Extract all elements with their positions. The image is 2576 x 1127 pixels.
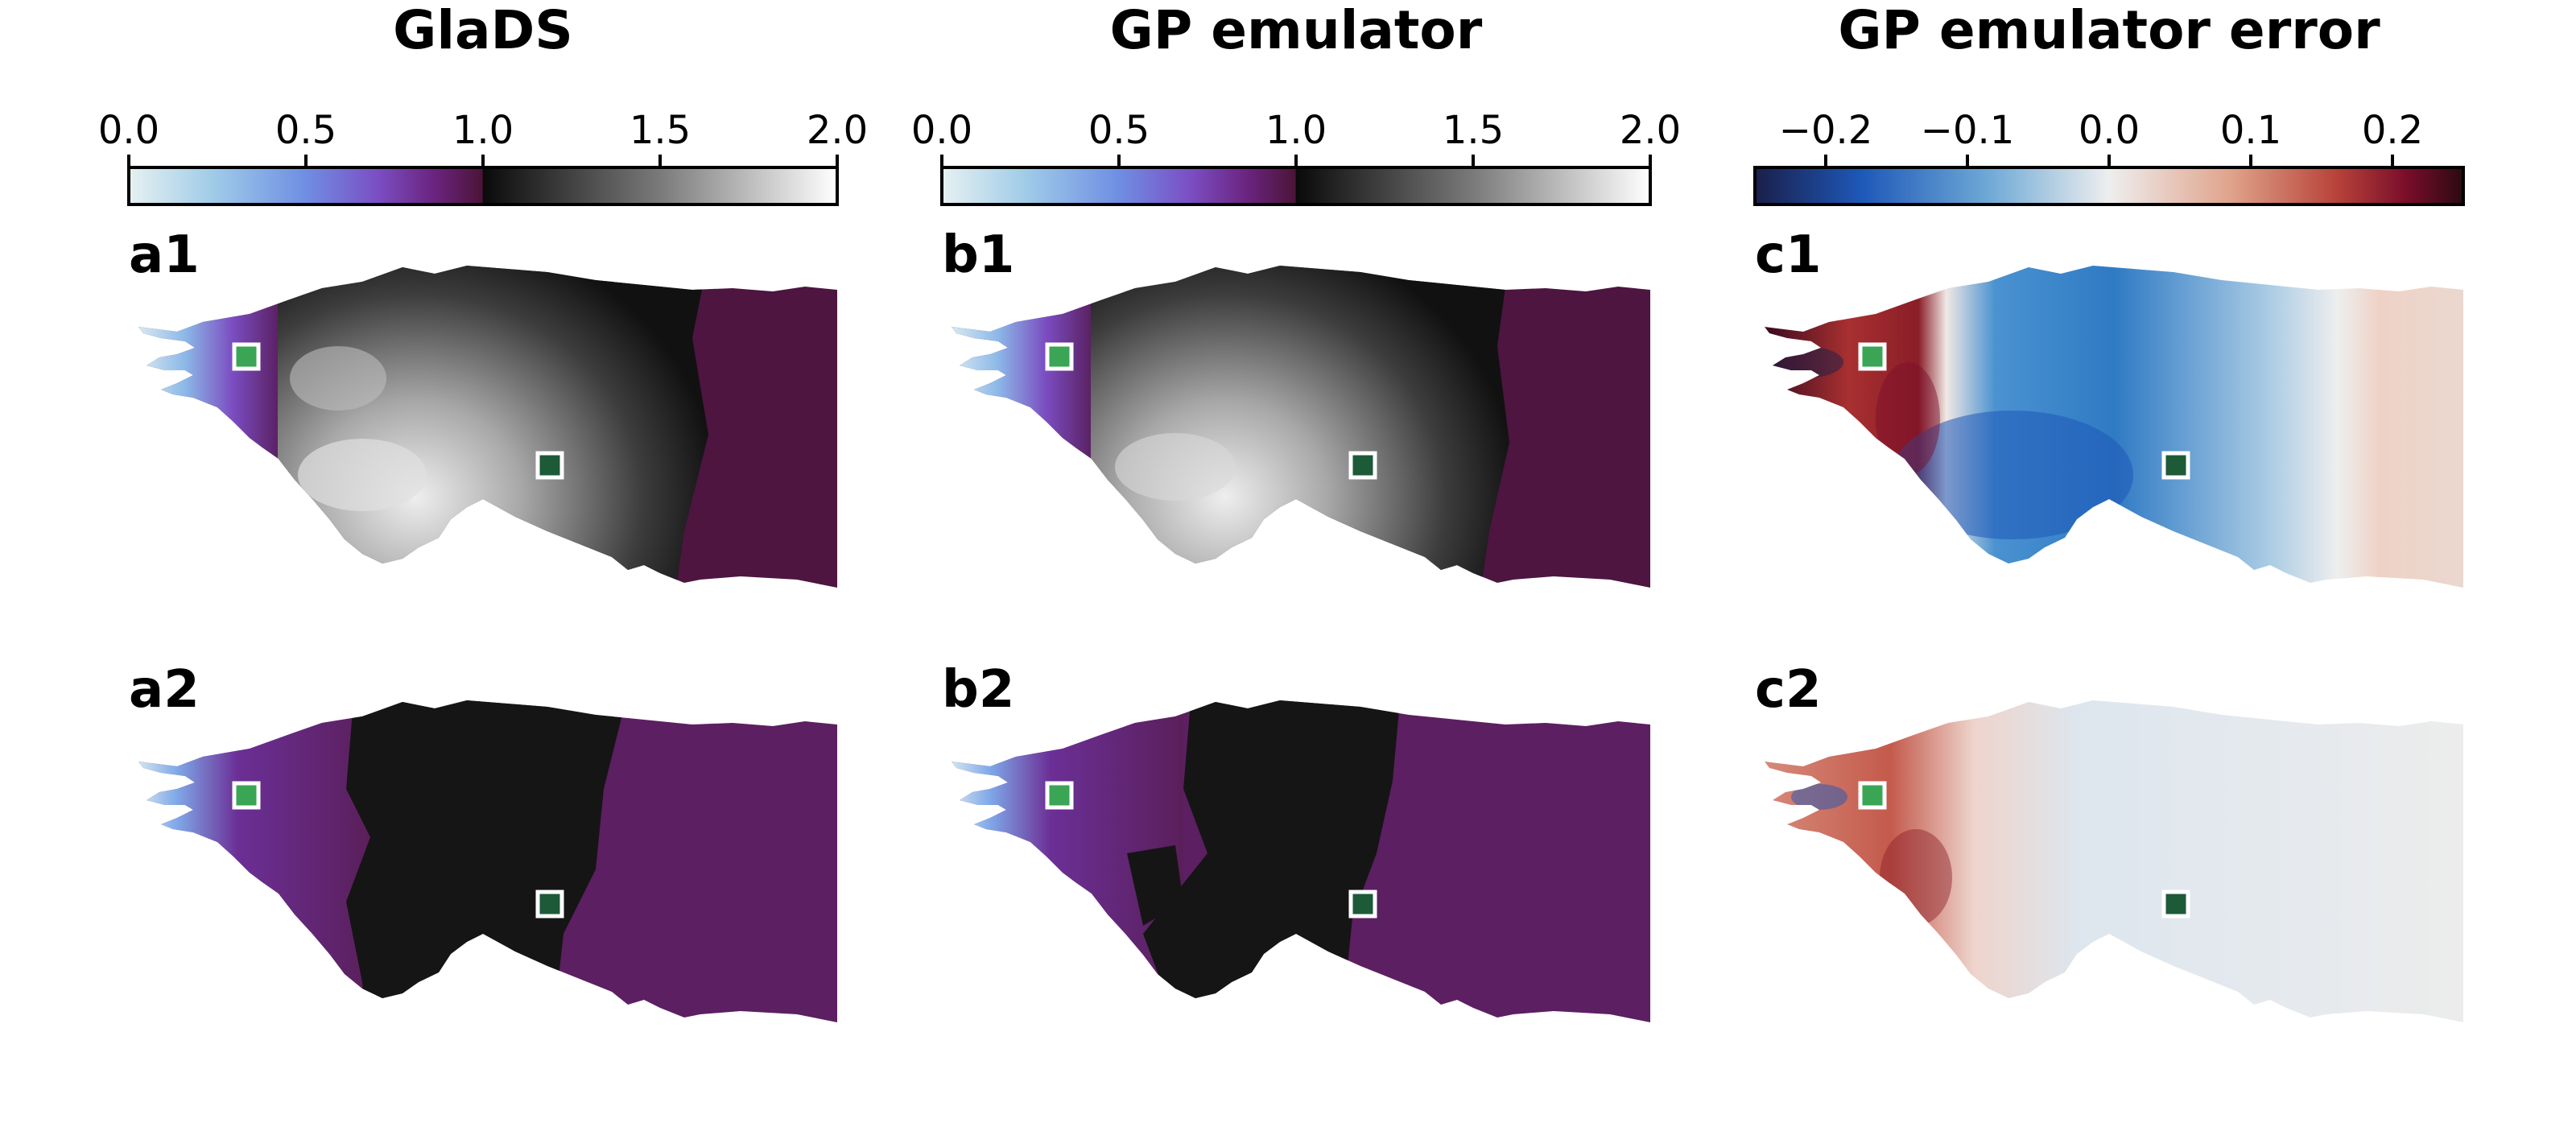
- colorbar-tick-label: 0.2: [2362, 108, 2423, 153]
- colorbar-fill: [940, 166, 1652, 206]
- colorbar-fill: [1753, 166, 2465, 206]
- colorbar-tick-label: 1.5: [1443, 108, 1504, 153]
- column-title-gp-error: GP emulator error: [1838, 0, 2380, 61]
- panel-label-a1: a1: [129, 225, 200, 285]
- colorbar-tick-label: −0.2: [1779, 108, 1873, 153]
- colorbar-gp-error: −0.2 −0.1 0.0 0.1 0.2: [1753, 108, 2465, 206]
- colorbar-tick-label: 1.0: [1265, 108, 1327, 153]
- marker-upstream-a2: [232, 781, 261, 810]
- panel-label-b1: b1: [942, 225, 1014, 285]
- site-markers: [232, 342, 2190, 919]
- colorbar-tick-label: 0.0: [911, 108, 972, 153]
- marker-downstream-b2: [1348, 890, 1377, 919]
- colorbar-tick-label: 2.0: [807, 108, 868, 153]
- marker-downstream-c1: [2161, 451, 2190, 480]
- panel-c2: [1765, 700, 2463, 1022]
- column-title-gp-emulator: GP emulator: [1110, 0, 1483, 61]
- marker-downstream-a2: [535, 890, 564, 919]
- marker-upstream-c1: [1858, 342, 1887, 371]
- marker-upstream-a1: [232, 342, 261, 371]
- panel-b2: [952, 700, 1650, 1022]
- marker-upstream-c2: [1858, 781, 1887, 810]
- marker-downstream-c2: [2161, 890, 2190, 919]
- marker-downstream-b1: [1348, 451, 1377, 480]
- panel-a2: [138, 700, 837, 1022]
- marker-upstream-b1: [1045, 342, 1074, 371]
- panel-label-b2: b2: [942, 660, 1014, 720]
- colorbar-tick-label: 1.0: [452, 108, 514, 153]
- colorbar-tick-label: 0.5: [275, 108, 336, 153]
- colorbar-tick-label: 0.0: [2079, 108, 2140, 153]
- marker-downstream-a1: [535, 451, 564, 480]
- panel-c1: [1765, 266, 2463, 588]
- panel-label-c1: c1: [1755, 225, 1821, 285]
- column-title-glads: GlaDS: [393, 0, 573, 61]
- colorbar-tick-label: 2.0: [1620, 108, 1681, 153]
- colorbar-tick-label: 1.5: [630, 108, 691, 153]
- panel-label-c2: c2: [1755, 660, 1821, 720]
- colorbar-tick-label: −0.1: [1921, 108, 2015, 153]
- colorbar-tick-label: 0.5: [1088, 108, 1150, 153]
- colorbar-gp-emulator: 0.0 0.5 1.0 1.5 2.0: [911, 108, 1681, 206]
- marker-upstream-b2: [1045, 781, 1074, 810]
- colorbar-glads: 0.0 0.5 1.0 1.5 2.0: [98, 108, 868, 206]
- colorbar-tick-label: 0.1: [2220, 108, 2281, 153]
- colorbar-tick-label: 0.0: [98, 108, 159, 153]
- colorbar-fill: [127, 166, 839, 206]
- panel-b1: [952, 266, 1650, 588]
- panel-a1: [138, 266, 837, 588]
- panel-label-a2: a2: [129, 660, 200, 720]
